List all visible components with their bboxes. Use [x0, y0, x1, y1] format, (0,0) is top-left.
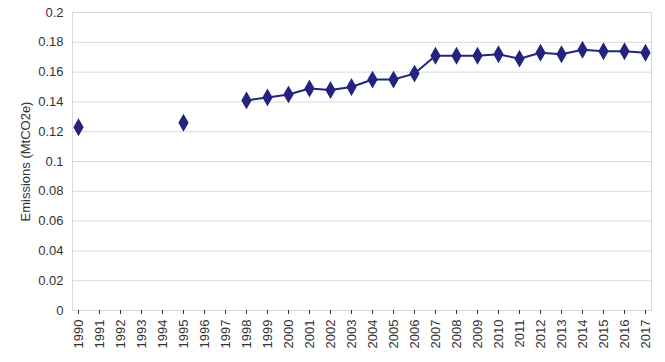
- svg-text:2013: 2013: [554, 320, 569, 349]
- svg-text:1993: 1993: [134, 320, 149, 349]
- svg-text:2016: 2016: [617, 320, 632, 349]
- svg-text:2003: 2003: [344, 320, 359, 349]
- svg-text:0.16: 0.16: [38, 64, 63, 79]
- svg-text:2009: 2009: [470, 320, 485, 349]
- svg-text:2010: 2010: [491, 320, 506, 349]
- svg-text:0.18: 0.18: [38, 34, 63, 49]
- svg-text:2004: 2004: [365, 320, 380, 349]
- svg-text:1992: 1992: [113, 320, 128, 349]
- svg-text:2001: 2001: [302, 320, 317, 349]
- svg-text:1999: 1999: [260, 320, 275, 349]
- svg-text:1991: 1991: [92, 320, 107, 349]
- svg-text:0.04: 0.04: [38, 243, 63, 258]
- svg-text:0.12: 0.12: [38, 124, 63, 139]
- svg-text:0.2: 0.2: [45, 5, 63, 20]
- svg-text:2012: 2012: [533, 320, 548, 349]
- svg-text:2002: 2002: [323, 320, 338, 349]
- svg-text:Emissions (MtCO2e): Emissions (MtCO2e): [18, 102, 33, 222]
- svg-text:1996: 1996: [197, 320, 212, 349]
- svg-text:1990: 1990: [71, 320, 86, 349]
- svg-text:1997: 1997: [218, 320, 233, 349]
- svg-text:0.1: 0.1: [45, 154, 63, 169]
- svg-text:2011: 2011: [512, 320, 527, 348]
- svg-text:2017: 2017: [638, 320, 653, 349]
- svg-text:0.14: 0.14: [38, 94, 63, 109]
- svg-text:2014: 2014: [575, 320, 590, 349]
- svg-text:0.08: 0.08: [38, 183, 63, 198]
- svg-text:0: 0: [56, 303, 63, 318]
- svg-text:1995: 1995: [176, 320, 191, 349]
- svg-text:2008: 2008: [449, 320, 464, 349]
- svg-text:2006: 2006: [407, 320, 422, 349]
- svg-text:2015: 2015: [596, 320, 611, 349]
- svg-text:2005: 2005: [386, 320, 401, 349]
- svg-text:1998: 1998: [239, 320, 254, 349]
- svg-text:0.06: 0.06: [38, 213, 63, 228]
- svg-text:2000: 2000: [281, 320, 296, 349]
- svg-text:2007: 2007: [428, 320, 443, 349]
- svg-text:0.02: 0.02: [38, 273, 63, 288]
- svg-text:1994: 1994: [155, 320, 170, 349]
